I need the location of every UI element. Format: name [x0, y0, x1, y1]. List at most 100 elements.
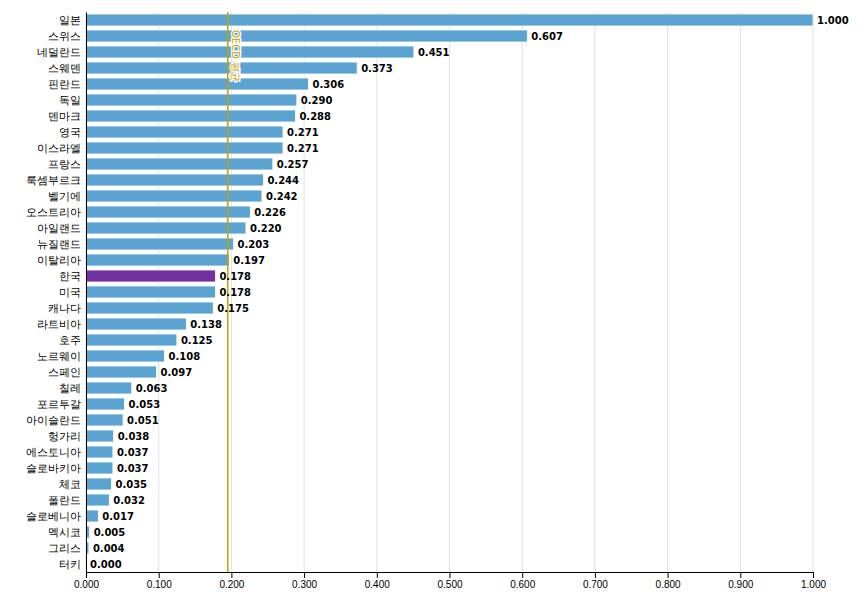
- data-label: 0.178: [219, 271, 251, 282]
- y-tick-label: 칠레: [59, 382, 81, 394]
- y-tick-label: 독일: [59, 94, 81, 106]
- data-label: 0.226: [254, 207, 286, 218]
- data-label: 0.220: [250, 223, 282, 234]
- y-tick: 한국: [59, 270, 86, 282]
- bar: [86, 462, 113, 474]
- x-tick-label: 0.200: [219, 579, 244, 590]
- y-tick-label: 오스트리아: [26, 206, 81, 218]
- data-label: 0.017: [102, 511, 134, 522]
- x-axis: 0.0000.1000.2000.3000.4000.5000.6000.700…: [74, 572, 826, 590]
- bar: [86, 510, 98, 522]
- y-tick: 뉴질랜드: [37, 238, 86, 250]
- x-tick-mark: [450, 572, 451, 578]
- y-tick-label: 아일랜드: [37, 222, 81, 234]
- y-tick: 라트비아: [37, 318, 86, 330]
- bar: [86, 398, 125, 410]
- y-tick: 스위스: [48, 30, 86, 42]
- x-tick-mark: [304, 572, 305, 578]
- grid-line: [449, 12, 450, 572]
- data-labels: 1.0000.6070.4510.3730.3060.2900.2880.271…: [90, 15, 849, 570]
- bar: [86, 350, 165, 362]
- y-tick-label: 이탈리아: [37, 254, 81, 266]
- grid-line: [813, 12, 814, 572]
- y-tick: 멕시코: [48, 526, 86, 538]
- x-tick: 0.100: [147, 572, 172, 590]
- y-tick: 룩셈부르크: [26, 174, 86, 186]
- y-tick: 네덜란드: [37, 46, 86, 58]
- x-tick-mark: [377, 572, 378, 578]
- y-tick-label: 아이슬란드: [26, 414, 81, 426]
- x-tick-label: 0.100: [147, 579, 172, 590]
- data-label: 1.000: [817, 15, 849, 26]
- bar: [86, 254, 229, 266]
- grid-line: [667, 12, 668, 572]
- bar: [86, 366, 157, 378]
- grid-line: [376, 12, 377, 572]
- x-tick: 0.700: [583, 572, 608, 590]
- y-tick: 슬로바키아: [26, 462, 86, 474]
- data-label: 0.607: [531, 31, 563, 42]
- x-tick: 1.000: [801, 572, 826, 590]
- y-tick: 슬로베니아: [26, 510, 86, 522]
- bar: [86, 110, 295, 122]
- bar: [86, 270, 215, 282]
- grid-line: [86, 12, 87, 572]
- plot: 0.0000.1000.2000.3000.4000.5000.6000.700…: [26, 12, 849, 590]
- y-tick: 호주: [59, 334, 86, 346]
- data-label: 0.242: [266, 191, 298, 202]
- bar: [86, 14, 813, 26]
- y-tick-label: 덴마크: [48, 110, 81, 122]
- x-tick-label: 0.000: [74, 579, 99, 590]
- y-tick-label: 슬로베니아: [26, 510, 81, 522]
- y-tick-label: 캐나다: [48, 302, 81, 314]
- y-tick-label: 핀란드: [48, 78, 81, 90]
- bar: [86, 430, 114, 442]
- y-tick-label: 에스토니아: [26, 446, 81, 458]
- y-tick-label: 폴란드: [48, 494, 81, 506]
- annotation-label: OECD 평균: [230, 30, 241, 82]
- bar: [86, 302, 213, 314]
- x-tick-label: 0.800: [656, 579, 681, 590]
- y-tick: 체코: [59, 478, 86, 490]
- y-tick-label: 포르투갈: [37, 398, 81, 410]
- y-tick-label: 체코: [59, 478, 81, 490]
- y-tick-label: 스페인: [48, 366, 81, 378]
- x-tick-mark: [813, 572, 814, 578]
- bar: [86, 126, 283, 138]
- y-tick: 헝가리: [48, 430, 86, 442]
- y-tick-label: 룩셈부르크: [26, 174, 81, 186]
- y-tick: 이탈리아: [37, 254, 86, 266]
- bar: [86, 478, 111, 490]
- y-tick: 포르투갈: [37, 398, 86, 410]
- y-tick: 일본: [59, 14, 86, 26]
- bar: [86, 142, 283, 154]
- x-tick: 0.200: [219, 572, 244, 590]
- y-tick: 독일: [59, 94, 86, 106]
- x-tick-mark: [522, 572, 523, 578]
- x-tick-label: 0.600: [510, 579, 535, 590]
- y-tick: 그리스: [48, 542, 86, 554]
- data-label: 0.271: [287, 143, 319, 154]
- x-tick: 0.800: [656, 572, 681, 590]
- y-axis-line: [86, 13, 87, 573]
- bar: [86, 286, 215, 298]
- y-tick-label: 벨기에: [48, 190, 81, 202]
- y-tick: 벨기에: [48, 190, 86, 202]
- y-tick-label: 그리스: [48, 542, 81, 554]
- y-tick: 프랑스: [48, 158, 86, 170]
- x-tick-label: 0.900: [728, 579, 753, 590]
- y-tick-label: 터키: [59, 558, 81, 570]
- x-tick: 0.600: [510, 572, 535, 590]
- data-label: 0.138: [190, 319, 222, 330]
- bar: [86, 158, 273, 170]
- bar: [86, 382, 132, 394]
- data-label: 0.451: [418, 47, 450, 58]
- y-tick-label: 스웨덴: [48, 62, 81, 74]
- bars: [86, 14, 813, 554]
- y-axis: 일본스위스네덜란드스웨덴핀란드독일덴마크영국이스라엘프랑스룩셈부르크벨기에오스트…: [26, 13, 87, 573]
- bar: [86, 62, 357, 74]
- x-tick: 0.500: [437, 572, 462, 590]
- y-tick: 터키: [59, 558, 86, 570]
- data-label: 0.178: [219, 287, 251, 298]
- grid: [86, 12, 813, 572]
